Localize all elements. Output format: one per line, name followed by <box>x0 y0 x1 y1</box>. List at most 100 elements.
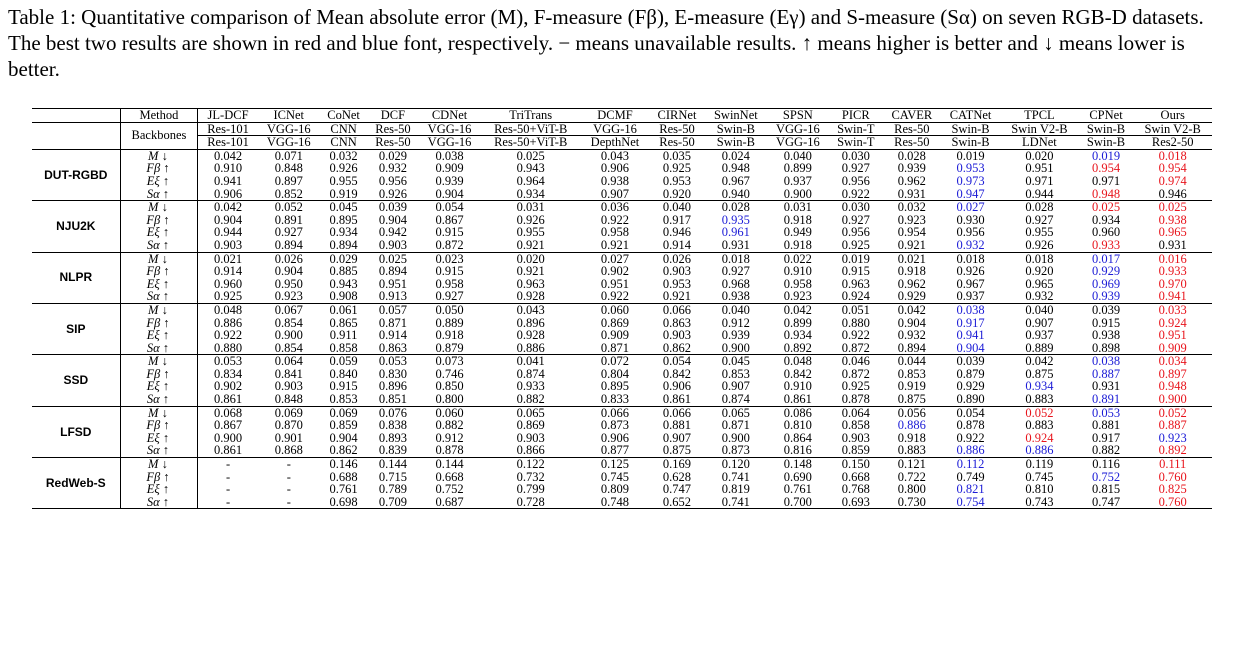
backbone-depth: Swin-B <box>1078 135 1134 150</box>
metric-label: Fβ ↑ <box>119 471 198 484</box>
table-cell: 0.033 <box>1158 302 1187 317</box>
table-cell: 0.652 <box>649 495 705 510</box>
table-cell: 0.859 <box>828 444 883 459</box>
backbone-rgb: Res-50 <box>649 122 705 137</box>
table-cell: 0.878 <box>956 418 985 433</box>
table-cell: 0.926 <box>1000 239 1079 253</box>
table-cell: 0.042 <box>197 200 258 214</box>
table-cell: 0.020 <box>516 251 545 266</box>
table-cell: 0.873 <box>600 418 630 433</box>
table-cell: 0.925 <box>197 290 258 304</box>
table-cell: 0.028 <box>721 200 750 215</box>
table-cell: 0.887 <box>1091 366 1121 381</box>
table-cell: 0.924 <box>1158 315 1187 330</box>
backbone-depth: VGG-16 <box>418 135 481 150</box>
table-cell: 0.921 <box>649 290 705 304</box>
table-cell: 0.747 <box>1078 495 1134 510</box>
table-cell: 0.878 <box>828 393 883 407</box>
table-cell: 0.864 <box>783 430 812 445</box>
results-table: Method JL-DCF ICNet CoNet DCF CDNet TriTrans DC… <box>32 108 1212 510</box>
table-cell: 0.923 <box>1158 430 1187 445</box>
backbone-rgb: VGG-16 <box>418 122 481 137</box>
table-cell: 0.921 <box>882 239 941 253</box>
table-cell: 0.069 <box>274 405 303 420</box>
table-cell: 0.939 <box>1078 290 1134 304</box>
metric-label: Fβ ↑ <box>119 368 198 381</box>
table-cell: 0.931 <box>1133 239 1212 253</box>
table-cell: 0.895 <box>600 379 630 394</box>
table-cell: - <box>257 495 320 510</box>
table-cell: 0.119 <box>1025 457 1054 472</box>
table-cell: 0.906 <box>600 161 630 176</box>
table-cell: 0.809 <box>600 482 630 497</box>
table-cell: 0.879 <box>418 341 481 356</box>
table-cell: 0.934 <box>1091 212 1121 227</box>
table-row: Fβ ↑ 0.904 0.891 0.895 0.904 0.867 0.926 0.922 0… <box>32 214 1212 227</box>
table-cell: 0.949 <box>783 225 812 240</box>
table-cell: 0.918 <box>435 328 464 343</box>
table-cell: 0.881 <box>662 418 692 433</box>
table-cell: 0.917 <box>1091 430 1121 445</box>
table-cell: 0.909 <box>1133 341 1212 356</box>
metric-label: Eξ ↑ <box>119 278 198 291</box>
table-row: Eξ ↑ 0.922 0.900 0.911 0.914 0.918 0.928 0.909 0… <box>32 329 1212 342</box>
table-cell: 0.907 <box>721 379 750 394</box>
table-cell: 0.969 <box>1091 276 1121 291</box>
table-cell: 0.628 <box>662 469 692 484</box>
table-row: Sα ↑ 0.906 0.852 0.919 0.926 0.904 0.934 0.907 0… <box>32 187 1212 202</box>
table-cell: 0.927 <box>841 161 870 176</box>
table-cell: 0.043 <box>600 148 630 163</box>
table-cell: 0.903 <box>197 239 258 253</box>
table-cell: 0.054 <box>956 405 985 420</box>
table-cell: 0.894 <box>378 264 408 279</box>
table-cell: 0.917 <box>662 212 692 227</box>
table-cell: 0.904 <box>274 264 303 279</box>
table-cell: 0.919 <box>319 187 368 202</box>
table-cell: 0.955 <box>1025 225 1054 240</box>
table-cell: 0.848 <box>257 393 320 407</box>
table-cell: 0.025 <box>1091 200 1121 215</box>
table-cell: 0.880 <box>841 315 870 330</box>
table-cell: 0.932 <box>1000 290 1079 304</box>
table-cell: 0.030 <box>841 200 870 215</box>
table-cell: 0.927 <box>1025 212 1054 227</box>
table-cell: 0.073 <box>435 354 464 369</box>
table-cell: 0.838 <box>378 418 408 433</box>
table-cell: 0.031 <box>516 200 545 215</box>
table-cell: 0.842 <box>783 366 812 381</box>
table-cell: 0.955 <box>329 173 358 188</box>
table-cell: 0.732 <box>516 469 545 484</box>
table-cell: 0.958 <box>783 276 812 291</box>
table-cell: 0.854 <box>257 341 320 356</box>
metric-label: Sα ↑ <box>119 239 198 253</box>
table-cell: 0.668 <box>841 469 870 484</box>
table-cell: 0.938 <box>600 173 630 188</box>
table-row: NJU2K M ↓ 0.042 0.052 0.045 0.039 0.054 0.031 0.… <box>32 200 1212 253</box>
table-cell: 0.953 <box>662 173 692 188</box>
table-cell: 0.839 <box>367 444 419 459</box>
table-cell: 0.927 <box>418 290 481 304</box>
table-cell: 0.850 <box>435 379 464 394</box>
table-cell: 0.025 <box>1158 200 1187 215</box>
table-cell: 0.869 <box>516 418 545 433</box>
results-table-container: Method JL-DCF ICNet CoNet DCF CDNet TriTrans DC… <box>32 108 1212 510</box>
table-cell: 0.043 <box>516 302 545 317</box>
header-corner-2 <box>32 122 121 150</box>
table-cell: 0.816 <box>766 444 829 459</box>
table-cell: 0.886 <box>1000 444 1079 459</box>
metric-label: Eξ ↑ <box>119 432 198 445</box>
dataset-name: DUT-RGBD <box>32 149 121 202</box>
table-cell: 0.900 <box>197 432 258 445</box>
dataset-name: SIP <box>32 303 121 356</box>
table-cell: 0.863 <box>367 341 419 356</box>
table-cell: 0.889 <box>1000 341 1079 356</box>
table-cell: 0.920 <box>1025 264 1054 279</box>
table-cell: 0.923 <box>766 290 829 304</box>
table-cell: 0.962 <box>897 173 926 188</box>
table-cell: 0.760 <box>1158 469 1187 484</box>
table-cell: 0.934 <box>329 225 358 240</box>
table-cell: 0.761 <box>783 482 812 497</box>
table-cell: 0.956 <box>841 225 870 240</box>
table-cell: 0.861 <box>197 393 258 407</box>
table-cell: 0.693 <box>828 495 883 510</box>
